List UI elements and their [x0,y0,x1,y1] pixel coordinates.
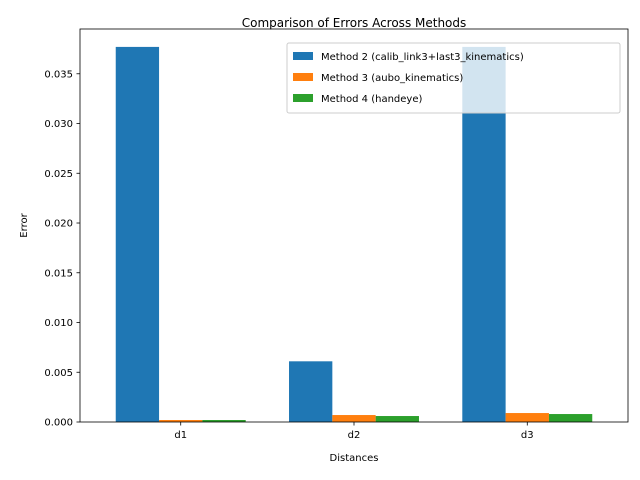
bar-2-d1 [115,46,160,422]
legend-label: Method 2 (calib_link3+last3_kinematics) [321,52,524,63]
y-tick-label: 0.020 [44,219,73,230]
y-tick-label: 0.035 [44,69,73,80]
legend-swatch [293,94,313,102]
bar-4-d3 [548,414,593,422]
bar-3-d1 [159,420,203,422]
bar-2-d2 [289,361,333,422]
legend: Method 2 (calib_link3+last3_kinematics) M… [286,42,621,114]
x-tick-label: d2 [348,430,361,441]
y-tick-label: 0.010 [44,318,73,329]
legend-label: Method 3 (aubo_kinematics) [321,73,463,84]
y-axis-label: Error [19,212,30,237]
y-tick-label: 0.030 [44,119,73,130]
y-tick-label: 0.025 [44,169,73,180]
y-tick-label: 0.005 [44,368,73,379]
bar-3-d2 [332,415,376,422]
x-tick-label: d3 [521,430,534,441]
x-tick-label: d1 [174,430,187,441]
legend-swatch [293,52,313,60]
y-axis: 0.000 0.005 0.010 0.015 0.020 0.025 0.030 0.035 [44,69,80,429]
legend-box [286,42,621,114]
x-axis: d1 d2 d3 [174,422,534,441]
bar-3-d3 [505,413,549,422]
bar-4-d1 [202,420,246,422]
chart-title: Comparison of Errors Across Methods [242,16,467,30]
legend-swatch [293,73,313,81]
x-axis-label: Distances [330,453,379,464]
y-tick-label: 0.015 [44,268,73,279]
y-tick-label: 0.000 [44,418,73,429]
bar-4-d2 [375,416,419,422]
legend-label: Method 4 (handeye) [321,94,423,105]
plot-frame [79,28,629,423]
